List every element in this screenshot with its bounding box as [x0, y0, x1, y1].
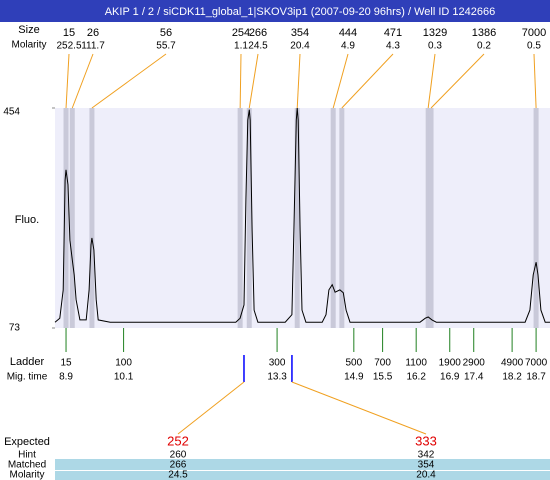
peak-band	[246, 108, 252, 328]
peak-connector	[430, 53, 485, 109]
ladder-size: 2900	[463, 358, 486, 369]
peak-molarity: 20.4	[290, 41, 310, 52]
peak-size: 1386	[472, 27, 496, 39]
peak-size: 1329	[423, 27, 447, 39]
peak-molarity: 4.3	[386, 41, 400, 52]
y-axis-label: Fluo.	[15, 214, 39, 226]
trace	[54, 107, 550, 323]
peak-molarity: 4.9	[341, 41, 355, 52]
peak-size: 26	[87, 27, 99, 39]
plot-area	[55, 108, 550, 328]
peak-molarity: 0.5	[527, 41, 541, 52]
peak-molarity: 111.7	[81, 41, 105, 52]
ladder-size: 1100	[405, 358, 427, 369]
peak-size: 444	[339, 27, 357, 39]
ladder-size: 500	[345, 358, 362, 369]
peak-band	[425, 108, 431, 328]
peak-connector	[296, 53, 301, 109]
peak-band	[237, 108, 243, 328]
molarity-row-bg	[55, 471, 550, 480]
ladder-time: 18.7	[526, 372, 546, 383]
hint-value: 260	[170, 450, 187, 461]
peak-size: 254	[232, 27, 250, 39]
peak-band	[533, 108, 539, 328]
ladder-size: 1900	[439, 358, 462, 369]
ladder-time: 15.5	[373, 372, 393, 383]
ladder-size: 15	[60, 358, 72, 369]
peak-molarity: 1.1	[234, 41, 248, 52]
y-tick-label: 73	[9, 323, 21, 334]
size-row-label: Size	[18, 24, 39, 36]
ladder-time: 18.2	[502, 372, 522, 383]
ladder-label: Ladder	[10, 356, 45, 368]
peak-band	[330, 108, 336, 328]
peak-connector	[533, 53, 537, 109]
ladder-time: 14.9	[344, 372, 364, 383]
peak-size: 266	[249, 27, 267, 39]
ladder-time: 13.3	[267, 372, 287, 383]
peak-molarity: 0.3	[428, 41, 442, 52]
ladder-size: 700	[374, 358, 391, 369]
peak-connector	[248, 53, 259, 109]
window-title: AKIP 1 / 2 / siCDK11_global_1|SKOV3ip1 (…	[105, 6, 496, 18]
expected-label: Expected	[4, 436, 50, 448]
peak-size: 354	[291, 27, 309, 39]
peak-connector	[91, 53, 167, 109]
peak-connector	[332, 53, 349, 109]
peak-connector	[427, 53, 436, 109]
ladder-size: 100	[115, 358, 132, 369]
peak-size: 471	[384, 27, 402, 39]
expected-molarity: 24.5	[168, 470, 188, 480]
ladder-time: 8.9	[59, 372, 73, 383]
expected-value: 333	[415, 433, 437, 448]
hint-value: 342	[418, 450, 435, 461]
peak-connector	[65, 53, 70, 109]
peak-molarity: 24.5	[248, 41, 268, 52]
peak-band	[294, 108, 300, 328]
molarity-row-label: Molarity	[11, 40, 46, 51]
peak-size: 7000	[522, 27, 546, 39]
hint-label: Hint	[18, 450, 36, 461]
matched-row-bg	[55, 459, 550, 470]
y-tick-label: 454	[3, 107, 20, 118]
ladder-size: 300	[269, 358, 286, 369]
expected-value: 252	[167, 433, 189, 448]
peak-size: 15	[63, 27, 75, 39]
peak-band	[69, 108, 75, 328]
expected-connector	[291, 381, 427, 435]
peak-band	[339, 108, 345, 328]
ladder-time: 16.2	[406, 372, 426, 383]
matched-label: Matched	[8, 460, 46, 471]
expected-molarity-label: Molarity	[9, 470, 44, 480]
peak-connector	[239, 53, 242, 109]
mig-time-label: Mig. time	[7, 372, 48, 383]
matched-value: 354	[418, 460, 435, 471]
ladder-time: 17.4	[464, 372, 484, 383]
ladder-time: 16.9	[440, 372, 460, 383]
peak-connector	[71, 53, 94, 109]
peak-connector	[341, 53, 394, 109]
expected-molarity: 20.4	[416, 470, 436, 480]
peak-band	[89, 108, 95, 328]
ladder-size: 4900	[501, 358, 524, 369]
peak-molarity: 252.5	[56, 41, 81, 52]
title-bar	[0, 0, 550, 22]
peak-band	[63, 108, 69, 328]
peak-band	[428, 108, 434, 328]
peak-molarity: 55.7	[156, 41, 176, 52]
ladder-size: 7000	[525, 358, 548, 369]
ladder-time: 10.1	[114, 372, 134, 383]
expected-connector	[177, 381, 245, 435]
peak-size: 56	[160, 27, 172, 39]
matched-value: 266	[170, 460, 187, 471]
peak-molarity: 0.2	[477, 41, 491, 52]
